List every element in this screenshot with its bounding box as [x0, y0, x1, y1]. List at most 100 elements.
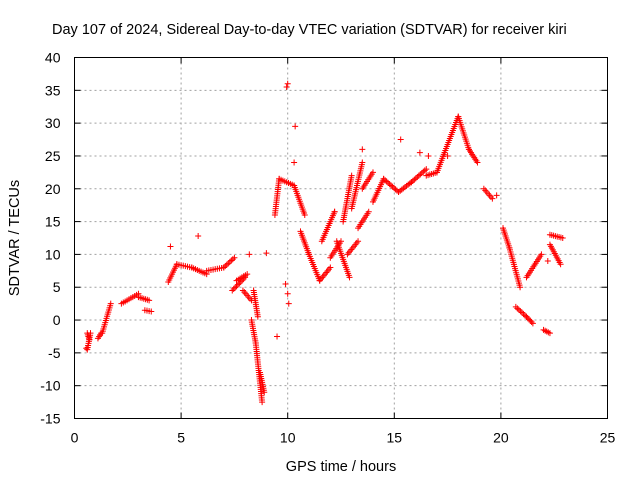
data-point [489, 195, 496, 202]
data-point [254, 313, 261, 320]
data-point [259, 399, 266, 406]
data-point [418, 170, 425, 177]
axis-ticks [74, 57, 608, 419]
data-point [223, 261, 230, 268]
data-point [283, 84, 290, 91]
x-tick-label: 20 [493, 430, 509, 446]
data-point [385, 179, 392, 186]
data-point [529, 320, 536, 327]
data-point [557, 261, 564, 268]
data-point [232, 284, 239, 291]
data-point [414, 173, 421, 180]
data-point [369, 169, 376, 176]
data-point [348, 172, 355, 179]
data-point [417, 171, 424, 178]
data-point [474, 159, 481, 166]
y-tick-label: -15 [40, 411, 60, 427]
data-point [195, 233, 202, 240]
data-point [415, 172, 422, 179]
data-point [512, 303, 519, 310]
data-point [167, 243, 174, 250]
data-point [388, 182, 395, 189]
data-point [263, 250, 270, 257]
data-point [411, 176, 418, 183]
data-point [538, 251, 545, 258]
data-point [382, 177, 389, 184]
y-tick-label: -10 [40, 378, 60, 394]
data-point [236, 280, 243, 287]
data-point [355, 238, 362, 245]
y-tick-label: 5 [53, 279, 61, 295]
y-tick-label: 0 [53, 312, 61, 328]
data-point [514, 305, 521, 312]
data-point [421, 167, 428, 174]
data-point [521, 312, 528, 319]
y-tick-label: 10 [45, 246, 61, 262]
data-point [107, 300, 114, 307]
data-point [408, 179, 415, 186]
data-point [229, 256, 236, 263]
data-point [346, 274, 353, 281]
data-point [274, 333, 281, 340]
data-point [86, 336, 93, 343]
data-point [546, 330, 553, 337]
data-point [493, 192, 500, 199]
data-point [527, 317, 534, 324]
data-point [528, 319, 535, 326]
data-point [292, 123, 299, 130]
data-point [359, 146, 366, 153]
data-point [365, 208, 372, 215]
data-point [246, 251, 253, 258]
data-point [397, 136, 404, 143]
data-point [225, 260, 232, 267]
data-point [233, 283, 240, 290]
grid-lines [74, 57, 608, 419]
data-point [515, 306, 522, 313]
data-point [244, 271, 251, 278]
y-tick-label: -5 [48, 345, 61, 361]
y-tick-label: 30 [45, 115, 61, 131]
y-tick-label: 35 [45, 82, 61, 98]
data-points [83, 80, 566, 406]
x-tick-label: 5 [177, 430, 185, 446]
data-point [392, 186, 399, 193]
data-point [416, 149, 423, 156]
data-point [230, 286, 237, 293]
data-point [380, 175, 387, 182]
data-point [559, 235, 566, 241]
data-point [284, 80, 291, 87]
data-point [261, 389, 268, 396]
data-point [425, 152, 432, 159]
data-point [327, 264, 334, 271]
y-axis-label: SDTVAR / TECUs [7, 180, 23, 296]
data-point [359, 159, 366, 166]
chart-title: Day 107 of 2024, Sidereal Day-to-day VTE… [52, 22, 567, 38]
data-point [282, 280, 289, 287]
data-point [517, 308, 524, 315]
data-point [389, 183, 396, 190]
x-axis-label: GPS time / hours [286, 459, 396, 475]
data-point [291, 159, 298, 166]
x-tick-label: 25 [600, 430, 616, 446]
y-tick-label: 40 [45, 50, 61, 66]
data-point [420, 168, 427, 175]
data-point [301, 212, 308, 219]
data-point [409, 177, 416, 184]
y-tick-label: 25 [45, 148, 61, 164]
plot-frame [74, 57, 608, 419]
data-point [83, 345, 90, 352]
data-point [148, 308, 155, 315]
data-point [412, 175, 419, 182]
data-point [524, 315, 531, 322]
data-point [391, 185, 398, 192]
data-point [331, 208, 338, 215]
data-point [228, 257, 235, 264]
y-tick-label: 15 [45, 214, 61, 230]
data-point [226, 258, 233, 265]
x-tick-label: 0 [71, 430, 79, 446]
data-point [520, 310, 527, 317]
data-point [423, 166, 430, 173]
x-axis-tick-labels: 0 5 10 15 20 25 [71, 430, 616, 446]
data-point [518, 309, 525, 316]
